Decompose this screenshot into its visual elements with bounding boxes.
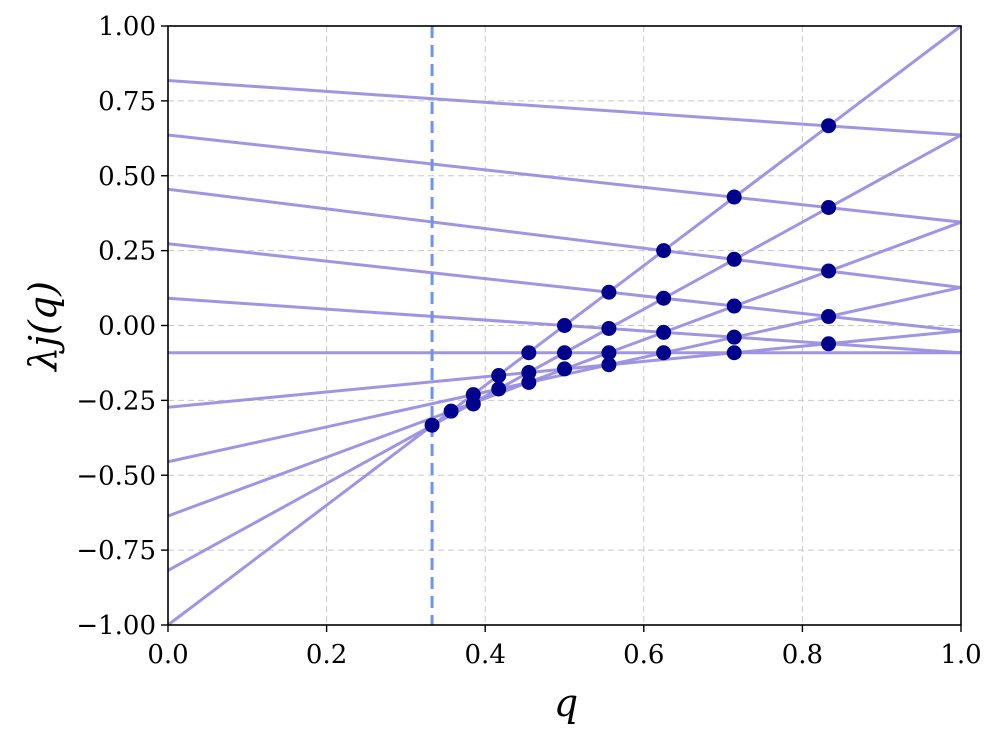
- data-point: [521, 374, 537, 390]
- x-axis-label: q: [554, 681, 578, 725]
- x-tick-label: 0.0: [147, 640, 188, 670]
- x-tick-label: 0.8: [782, 640, 823, 670]
- data-point: [443, 403, 459, 419]
- data-point: [821, 309, 837, 325]
- data-point: [601, 284, 617, 300]
- data-points: [424, 118, 837, 433]
- y-tick-label: −1.00: [76, 611, 156, 641]
- series-line: [167, 79, 962, 137]
- data-point: [821, 263, 837, 279]
- y-tick-label: 0.50: [98, 162, 156, 192]
- data-point: [656, 345, 672, 361]
- y-tick-label: −0.25: [76, 386, 156, 416]
- x-tick-label: 1.0: [940, 640, 981, 670]
- data-point: [521, 345, 537, 361]
- y-axis-label: λj(q): [21, 281, 65, 373]
- data-point: [465, 396, 481, 412]
- data-point: [557, 361, 572, 377]
- data-point: [557, 345, 572, 361]
- data-point: [656, 324, 672, 340]
- ticks: 0.0 0.2 0.4 0.6 0.8 1.0 1.00 0.75 0.50 0.25 0.00 −0…: [76, 12, 981, 670]
- y-tick-label: −0.75: [76, 536, 156, 566]
- data-point: [601, 320, 617, 336]
- data-point: [656, 243, 672, 259]
- x-tick-label: 0.6: [623, 640, 664, 670]
- x-tick-label: 0.2: [306, 640, 347, 670]
- data-point: [601, 357, 617, 373]
- data-point: [424, 417, 440, 433]
- data-point: [821, 118, 837, 134]
- data-point: [656, 290, 672, 306]
- y-tick-label: 0.00: [98, 312, 156, 342]
- y-tick-label: 1.00: [98, 12, 156, 42]
- y-tick-label: 0.25: [98, 237, 156, 267]
- data-point: [726, 189, 742, 205]
- data-point: [601, 345, 617, 361]
- data-point: [557, 318, 572, 333]
- data-point: [726, 329, 742, 345]
- series-line: [167, 187, 962, 289]
- data-point: [491, 381, 507, 397]
- x-tick-label: 0.4: [465, 640, 506, 670]
- series-line: [167, 242, 962, 333]
- data-point: [726, 298, 742, 314]
- y-tick-label: 0.75: [98, 87, 156, 117]
- data-point: [491, 368, 507, 384]
- data-point: [726, 345, 742, 361]
- data-point: [821, 199, 837, 215]
- data-point: [821, 336, 837, 352]
- series-line: [167, 133, 962, 224]
- data-point: [726, 251, 742, 267]
- y-tick-label: −0.50: [76, 461, 156, 491]
